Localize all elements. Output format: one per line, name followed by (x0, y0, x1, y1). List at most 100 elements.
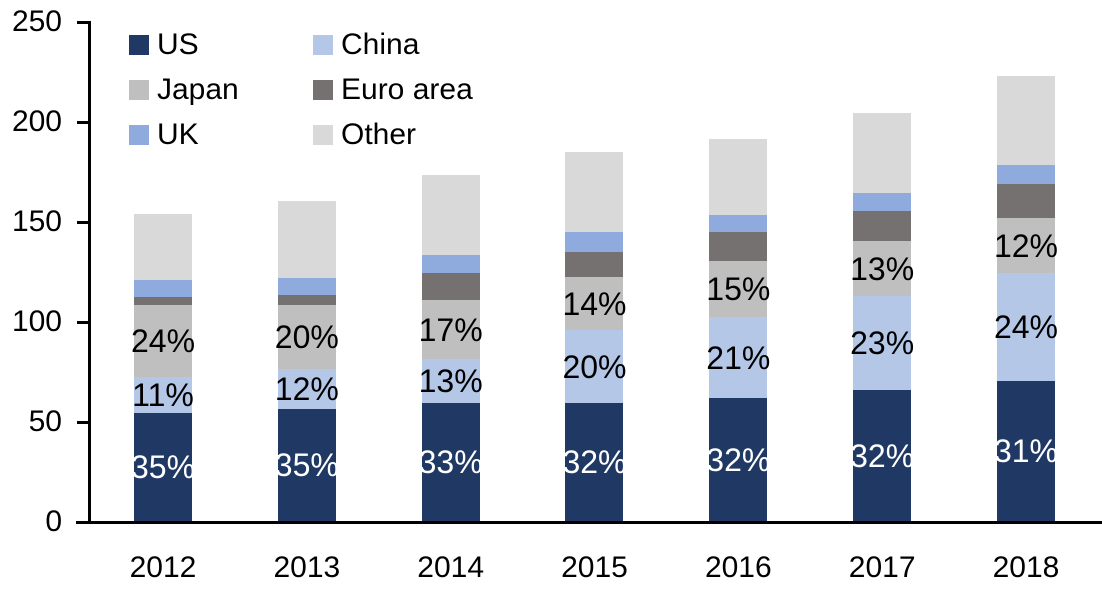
legend-label-euro-area: Euro area (341, 72, 473, 106)
legend-label-us: US (157, 27, 199, 61)
bar-segment-other-2014 (421, 175, 480, 255)
bar-label-japan-2015: 14% (562, 285, 627, 322)
x-axis-line (76, 521, 1102, 524)
bar-segment-china-2016 (709, 317, 768, 398)
bar-segment-japan-2014 (421, 300, 480, 359)
legend-label-other: Other (341, 117, 417, 151)
legend-swatch-japan (129, 79, 149, 100)
legend-item-other: Other (313, 117, 473, 151)
bar-label-china-2016: 21% (706, 339, 771, 376)
bar-segment-china-2015 (565, 330, 624, 403)
bar-segment-japan-2017 (853, 241, 912, 296)
bar-segment-china-2012 (134, 377, 192, 413)
x-tick-label-2016: 2016 (704, 551, 772, 584)
bar-segment-japan-2012 (134, 305, 192, 377)
bar-label-us-2016: 32% (706, 441, 771, 478)
y-axis-tick (77, 320, 89, 324)
bar-segment-other-2016 (709, 139, 768, 215)
bar-segment-uk-2015 (565, 232, 624, 252)
legend-item-uk: UK (129, 117, 313, 151)
y-axis-tick (77, 420, 89, 424)
bar-segment-us-2013 (277, 409, 336, 521)
bar-segment-euro-area-2016 (709, 232, 768, 261)
bar-segment-us-2014 (421, 403, 480, 521)
y-tick-label: 250 (11, 5, 62, 38)
legend-item-euro-area: Euro area (313, 72, 473, 106)
y-axis-tick (77, 120, 89, 124)
y-axis-tick (77, 220, 89, 224)
bar-segment-japan-2013 (277, 305, 336, 369)
bar-label-china-2015: 20% (562, 348, 627, 385)
legend-swatch-euro-area (313, 79, 333, 100)
y-tick-label: 200 (11, 105, 62, 138)
bar-segment-euro-area-2012 (134, 297, 192, 305)
bar-label-japan-2012: 24% (130, 323, 196, 359)
y-tick-label: 100 (11, 305, 62, 338)
bar-label-japan-2017: 13% (850, 250, 915, 287)
bar-segment-other-2017 (853, 113, 912, 193)
bar-segment-euro-area-2013 (277, 295, 336, 305)
x-tick-label-2013: 2013 (273, 551, 341, 584)
y-tick-label: 0 (45, 505, 62, 538)
bar-label-china-2012: 11% (132, 377, 194, 413)
chart-legend: US China Japan Euro area UK Other (129, 22, 473, 157)
legend-item-us: US (129, 27, 313, 61)
y-axis-tick (77, 20, 89, 24)
bar-segment-us-2018 (996, 381, 1055, 521)
bar-label-china-2018: 24% (993, 309, 1058, 345)
bar-segment-euro-area-2014 (421, 273, 480, 300)
bar-label-china-2017: 23% (850, 325, 915, 361)
bar-segment-china-2013 (277, 369, 336, 409)
bar-segment-us-2015 (565, 403, 624, 521)
bar-segment-us-2016 (709, 398, 768, 521)
bar-label-china-2013: 12% (274, 371, 339, 407)
x-tick-label-2012: 2012 (129, 551, 197, 584)
bar-segment-japan-2018 (996, 218, 1055, 273)
bar-label-japan-2014: 17% (418, 311, 483, 348)
bar-segment-uk-2017 (853, 193, 912, 211)
legend-swatch-uk (129, 124, 149, 145)
bar-segment-uk-2014 (421, 255, 480, 273)
bar-label-japan-2016: 15% (706, 271, 771, 307)
bar-label-us-2012: 35% (130, 449, 196, 485)
legend-swatch-china (313, 34, 333, 55)
bar-segment-euro-area-2018 (996, 184, 1055, 218)
x-tick-label-2017: 2017 (848, 551, 916, 584)
bar-segment-uk-2012 (134, 280, 192, 297)
bar-segment-other-2018 (996, 76, 1055, 165)
bar-segment-china-2018 (996, 273, 1055, 381)
x-tick-label-2014: 2014 (417, 551, 485, 584)
bar-label-us-2018: 31% (993, 433, 1058, 469)
y-tick-label: 150 (11, 205, 62, 238)
legend-label-uk: UK (157, 117, 199, 151)
legend-item-japan: Japan (129, 72, 313, 106)
bar-segment-uk-2016 (709, 215, 768, 232)
bar-segment-other-2013 (277, 201, 336, 278)
legend-item-china: China (313, 27, 473, 61)
x-tick-label-2015: 2015 (561, 551, 628, 584)
bar-label-china-2014: 13% (418, 363, 483, 399)
legend-label-japan: Japan (157, 72, 239, 106)
bar-segment-us-2017 (853, 390, 912, 521)
legend-swatch-us (129, 34, 149, 55)
bar-segment-japan-2015 (565, 277, 624, 330)
bar-label-us-2013: 35% (274, 447, 339, 483)
bar-label-us-2015: 32% (562, 444, 627, 480)
y-tick-label: 50 (28, 405, 62, 438)
legend-label-china: China (341, 27, 420, 61)
bar-segment-euro-area-2017 (853, 211, 912, 241)
bar-label-us-2014: 33% (418, 444, 483, 480)
bar-segment-us-2012 (134, 413, 192, 521)
bar-label-japan-2018: 12% (993, 227, 1058, 264)
bar-label-us-2017: 32% (850, 437, 915, 474)
bar-segment-uk-2018 (996, 165, 1055, 184)
bar-segment-japan-2016 (709, 261, 768, 317)
bar-segment-uk-2013 (277, 278, 336, 295)
legend-swatch-other (313, 124, 333, 145)
bar-segment-china-2017 (853, 296, 912, 390)
bar-segment-euro-area-2015 (565, 252, 624, 277)
bar-segment-other-2012 (134, 214, 192, 280)
x-tick-label-2018: 2018 (992, 551, 1060, 584)
bar-segment-china-2014 (421, 359, 480, 403)
